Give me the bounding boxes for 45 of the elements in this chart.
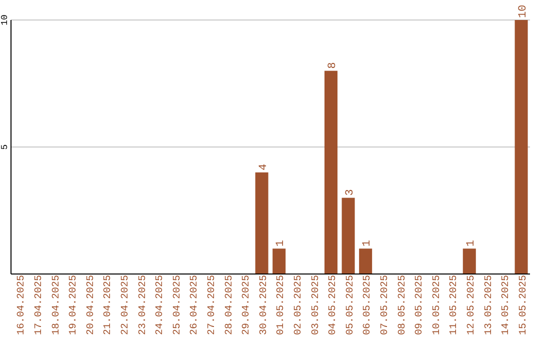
x-tick-label: 25.04.2025 bbox=[172, 275, 184, 336]
x-tick-label: 24.04.2025 bbox=[155, 275, 166, 336]
x-tick-label: 09.05.2025 bbox=[414, 275, 426, 336]
x-tick-label: 15.05.2025 bbox=[518, 275, 530, 336]
x-tick-label: 30.04.2025 bbox=[258, 275, 270, 336]
x-tick-label: 02.05.2025 bbox=[293, 275, 304, 336]
y-tick-label: 5 bbox=[0, 144, 10, 150]
x-tick-label: 10.05.2025 bbox=[432, 275, 443, 336]
x-tick-label: 23.04.2025 bbox=[138, 275, 149, 336]
bar bbox=[255, 172, 268, 274]
x-tick-label: 16.04.2025 bbox=[16, 275, 28, 336]
data-label: 8 bbox=[326, 62, 339, 69]
x-tick-label: 13.05.2025 bbox=[484, 275, 495, 336]
bar bbox=[514, 20, 528, 274]
data-label: 10 bbox=[517, 4, 530, 18]
data-label: 4 bbox=[258, 163, 270, 170]
x-tick-label: 06.05.2025 bbox=[362, 275, 374, 336]
x-tick-label: 19.04.2025 bbox=[68, 275, 80, 336]
x-tick-label: 17.04.2025 bbox=[34, 275, 45, 336]
x-tick-label: 01.05.2025 bbox=[276, 275, 288, 336]
data-label: 3 bbox=[344, 189, 356, 196]
x-tick-label: 18.04.2025 bbox=[51, 275, 62, 336]
x-tick-label: 03.05.2025 bbox=[310, 275, 322, 336]
x-tick-label: 04.05.2025 bbox=[328, 275, 340, 336]
x-tick-label: 21.04.2025 bbox=[103, 275, 114, 336]
x-tick-label: 12.05.2025 bbox=[466, 275, 478, 336]
x-tick-label: 20.04.2025 bbox=[86, 275, 97, 336]
x-tick-label: 08.05.2025 bbox=[397, 275, 408, 336]
x-tick-label: 29.04.2025 bbox=[242, 275, 253, 336]
x-tick-label: 27.04.2025 bbox=[206, 275, 218, 336]
bar bbox=[324, 70, 338, 274]
x-tick-label: 07.05.2025 bbox=[380, 275, 391, 336]
x-tick-label: 22.04.2025 bbox=[120, 275, 132, 336]
data-label: 1 bbox=[465, 240, 478, 247]
bar bbox=[272, 248, 286, 274]
x-tick-label: 14.05.2025 bbox=[501, 275, 512, 336]
x-tick-label: 28.04.2025 bbox=[224, 275, 236, 336]
bar bbox=[462, 248, 476, 274]
data-label: 1 bbox=[362, 240, 374, 247]
bar bbox=[342, 198, 355, 274]
x-tick-label: 26.04.2025 bbox=[190, 275, 201, 336]
x-tick-label: 11.05.2025 bbox=[449, 275, 460, 336]
data-label: 1 bbox=[275, 240, 288, 247]
bar bbox=[359, 248, 372, 274]
x-tick-label: 05.05.2025 bbox=[345, 275, 356, 336]
